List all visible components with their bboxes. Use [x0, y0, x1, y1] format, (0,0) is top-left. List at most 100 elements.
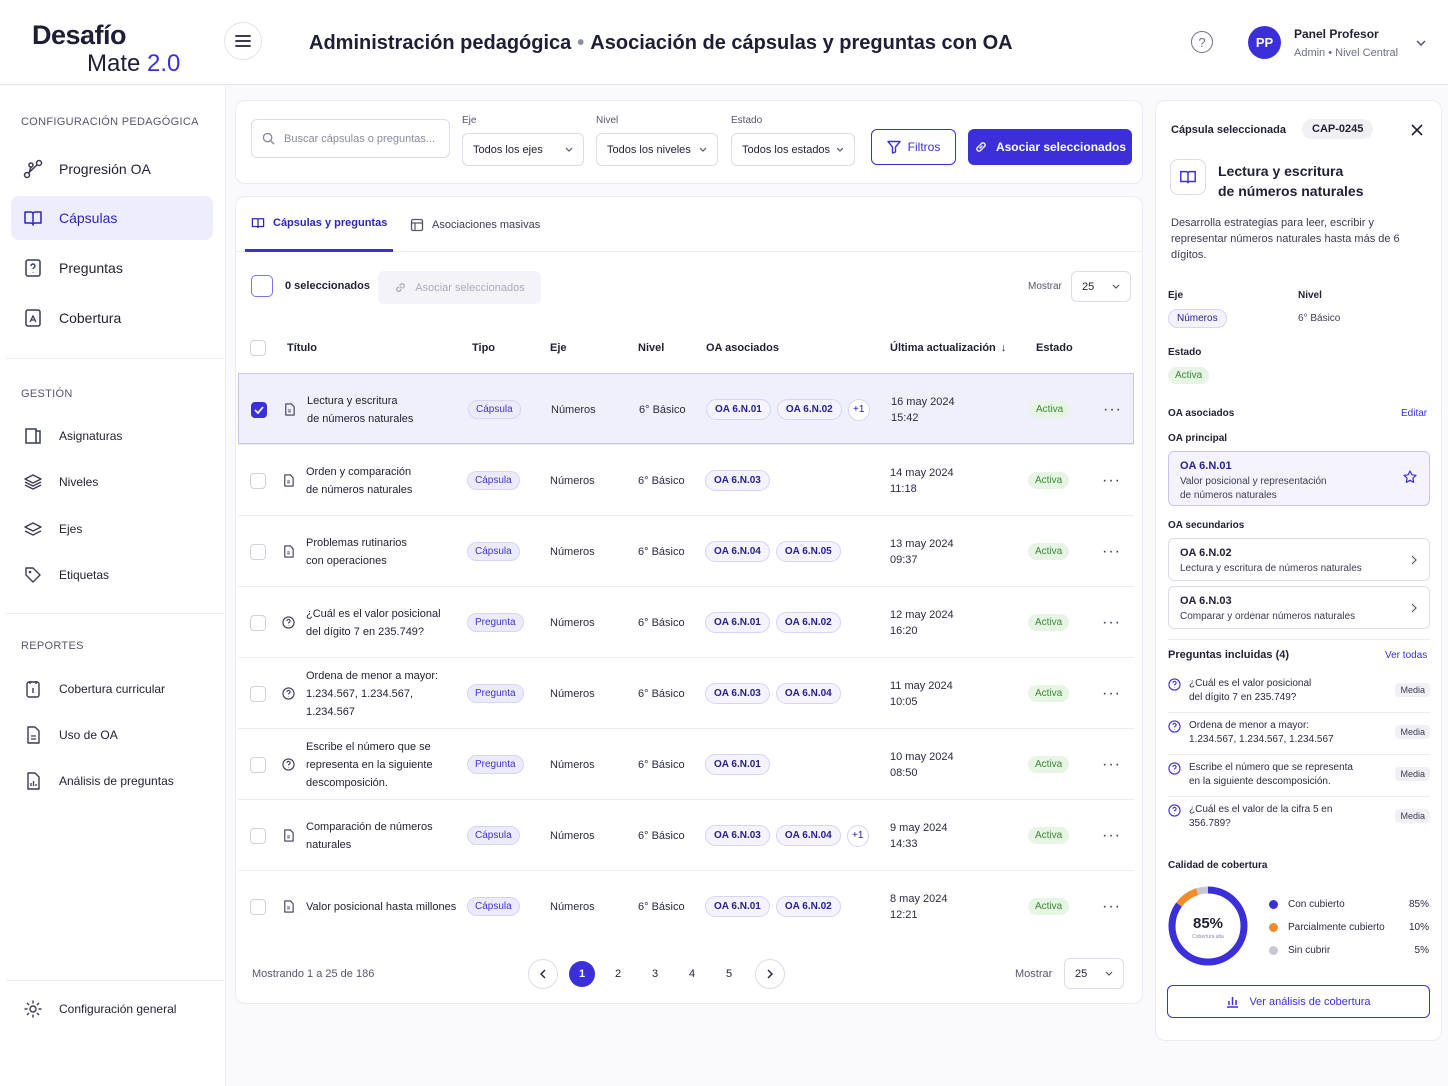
row-checkbox[interactable] — [250, 827, 266, 844]
page-size-select-bottom[interactable]: 25 — [1064, 958, 1124, 989]
table-row[interactable]: Valor posicional hasta millones Cápsula Nú… — [238, 870, 1134, 941]
sidebar-item-capsulas[interactable]: Cápsulas — [11, 196, 213, 240]
pregunta-item[interactable]: ¿Cuál es el valor de la cifra 5 en 356.78… — [1168, 797, 1430, 839]
tab-capsulas-preguntas[interactable]: Cápsulas y preguntas — [245, 197, 394, 252]
col-header-eje[interactable]: Eje — [550, 342, 567, 354]
col-header-tipo[interactable]: Tipo — [472, 342, 496, 354]
associate-selected-button[interactable]: Asociar seleccionados — [968, 129, 1132, 165]
row-checkbox[interactable] — [250, 614, 266, 631]
row-more-menu-icon[interactable]: ··· — [1102, 684, 1121, 702]
prev-page-button[interactable] — [528, 959, 558, 989]
oa-pill[interactable]: OA 6.N.03 — [705, 683, 770, 704]
row-title[interactable]: Problemas rutinarios con operaciones — [306, 516, 466, 587]
page-size-select[interactable]: 25 — [1071, 271, 1131, 302]
row-title[interactable]: Lectura y escritura de números naturales — [307, 374, 467, 445]
sidebar-item-progresion[interactable]: Progresión OA — [11, 147, 213, 191]
oa-pill[interactable]: OA 6.N.04 — [775, 825, 841, 846]
table-row[interactable]: Comparación de números naturales Cápsula Nú… — [238, 799, 1134, 870]
row-title[interactable]: Ordena de menor a mayor: 1.234.567, 1.234… — [306, 658, 466, 729]
row-checkbox[interactable] — [251, 401, 267, 418]
next-page-button[interactable] — [755, 959, 785, 989]
table-row[interactable]: Orden y comparación de números naturales C… — [238, 444, 1134, 515]
row-title[interactable]: Comparación de números naturales — [306, 800, 466, 871]
tab-asociaciones-masivas[interactable]: Asociaciones masivas — [410, 197, 540, 252]
oa-pill[interactable]: OA 6.N.05 — [775, 541, 841, 562]
associate-selected-button-disabled[interactable]: Asociar seleccionados — [378, 271, 541, 304]
sidebar-item-cobertura-curricular[interactable]: Cobertura curricular — [11, 667, 213, 711]
sidebar-item-etiquetas[interactable]: Etiquetas — [11, 553, 213, 597]
search-input[interactable]: Buscar cápsulas o preguntas... — [251, 119, 450, 158]
sidebar-item-configuracion[interactable]: Configuración general — [11, 987, 213, 1031]
oa-pill[interactable]: OA 6.N.02 — [775, 896, 841, 917]
sidebar-item-cobertura[interactable]: Cobertura — [11, 296, 213, 340]
help-icon[interactable]: ? — [1191, 31, 1213, 53]
user-name[interactable]: Panel Profesor — [1294, 27, 1379, 41]
row-more-menu-icon[interactable]: ··· — [1102, 542, 1121, 560]
row-checkbox[interactable] — [250, 543, 266, 560]
eje-select[interactable]: Todos los ejes — [462, 133, 584, 166]
sidebar-item-preguntas[interactable]: Preguntas — [11, 246, 213, 290]
ver-analisis-button[interactable]: Ver análisis de cobertura — [1167, 985, 1430, 1018]
estado-select[interactable]: Todos los estados — [731, 133, 855, 166]
page-button-3[interactable]: 3 — [651, 968, 659, 980]
page-button-1[interactable]: 1 — [569, 961, 595, 987]
oa-pill[interactable]: OA 6.N.02 — [775, 612, 841, 633]
row-checkbox[interactable] — [250, 685, 266, 702]
oa-pill[interactable]: OA 6.N.01 — [705, 754, 770, 775]
edit-oa-link[interactable]: Editar — [1401, 408, 1428, 419]
row-checkbox[interactable] — [250, 756, 266, 773]
row-more-menu-icon[interactable]: ··· — [1102, 897, 1121, 915]
col-header-nivel[interactable]: Nivel — [638, 342, 665, 354]
col-header-actualizacion[interactable]: Última actualización ↓ — [890, 323, 1006, 373]
table-row[interactable]: Escribe el número que se representa en la… — [238, 728, 1134, 799]
col-header-estado[interactable]: Estado — [1036, 342, 1073, 354]
oa-pill[interactable]: OA 6.N.04 — [705, 541, 770, 562]
row-checkbox[interactable] — [250, 472, 266, 489]
page-button-2[interactable]: 2 — [614, 968, 622, 980]
row-more-menu-icon[interactable]: ··· — [1103, 400, 1122, 418]
pregunta-item[interactable]: ¿Cuál es el valor posicional del dígito 7… — [1168, 671, 1430, 713]
oa-pill[interactable]: OA 6.N.02 — [776, 399, 842, 420]
oa-secundario-card[interactable]: OA 6.N.02 Lectura y escritura de números… — [1168, 538, 1430, 581]
page-button-5[interactable]: 5 — [725, 968, 733, 980]
row-more-menu-icon[interactable]: ··· — [1102, 826, 1121, 844]
chevron-down-icon[interactable] — [1416, 40, 1426, 46]
row-more-menu-icon[interactable]: ··· — [1102, 613, 1121, 631]
page-button-4[interactable]: 4 — [688, 968, 696, 980]
sidebar-item-analisis[interactable]: Análisis de preguntas — [11, 759, 213, 803]
close-icon[interactable] — [1411, 124, 1423, 136]
star-icon[interactable] — [1403, 470, 1417, 484]
oa-pill[interactable]: OA 6.N.01 — [705, 612, 770, 633]
oa-pill[interactable]: OA 6.N.01 — [706, 399, 771, 420]
sidebar-item-ejes[interactable]: Ejes — [11, 507, 213, 551]
row-title[interactable]: Valor posicional hasta millones — [306, 871, 466, 942]
oa-principal-card[interactable]: OA 6.N.01 Valor posicional y representac… — [1168, 451, 1430, 506]
sidebar-item-uso-oa[interactable]: Uso de OA — [11, 713, 213, 757]
oa-pill[interactable]: OA 6.N.04 — [775, 683, 841, 704]
pregunta-item[interactable]: Escribe el número que se representa en la… — [1168, 755, 1430, 797]
menu-button[interactable] — [224, 22, 262, 60]
row-more-menu-icon[interactable]: ··· — [1102, 755, 1121, 773]
row-title[interactable]: ¿Cuál es el valor posicional del dígito 7… — [306, 587, 466, 658]
header-checkbox[interactable] — [250, 340, 266, 356]
filters-button[interactable]: Filtros — [871, 129, 956, 165]
oa-pill[interactable]: OA 6.N.03 — [705, 825, 770, 846]
sidebar-item-asignaturas[interactable]: Asignaturas — [11, 414, 213, 458]
row-checkbox[interactable] — [250, 898, 266, 915]
oa-pill[interactable]: OA 6.N.03 — [705, 470, 770, 491]
table-row[interactable]: Problemas rutinarios con operaciones Cápsu… — [238, 515, 1134, 586]
more-oa-pill[interactable]: +1 — [847, 398, 870, 421]
avatar[interactable]: PP — [1248, 26, 1281, 59]
oa-pill[interactable]: OA 6.N.01 — [705, 896, 770, 917]
row-title[interactable]: Orden y comparación de números naturales — [306, 445, 466, 516]
table-row[interactable]: Lectura y escritura de números naturales C… — [238, 373, 1134, 444]
more-oa-pill[interactable]: +1 — [846, 824, 869, 847]
ver-todas-link[interactable]: Ver todas — [1385, 650, 1428, 661]
row-more-menu-icon[interactable]: ··· — [1102, 471, 1121, 489]
sidebar-item-niveles[interactable]: Niveles — [11, 460, 213, 504]
table-row[interactable]: ¿Cuál es el valor posicional del dígito 7… — [238, 586, 1134, 657]
row-title[interactable]: Escribe el número que se representa en la… — [306, 729, 466, 800]
table-row[interactable]: Ordena de menor a mayor: 1.234.567, 1.234… — [238, 657, 1134, 728]
col-header-oa[interactable]: OA asociados — [706, 342, 779, 354]
col-header-titulo[interactable]: Título — [287, 342, 317, 354]
